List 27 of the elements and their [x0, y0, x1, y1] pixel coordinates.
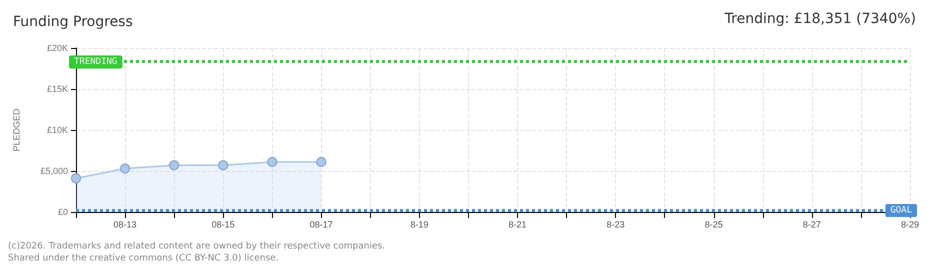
y-tick-label: £0: [58, 207, 68, 217]
y-tick-label: £10K: [46, 125, 68, 135]
text: Trending: £18,351 (7340%): [724, 11, 916, 27]
x-tick-label: 8-27: [802, 220, 821, 230]
x-tick-label: 8-19: [410, 220, 428, 230]
text: (c)2026. Trademarks and related content are owned by their respective companies.: [8, 242, 386, 252]
y-tick-label: £20K: [46, 43, 68, 53]
text: Shared under the creative commons (CC BY-NC 3.0) license.: [8, 254, 279, 264]
point: [267, 156, 278, 167]
point: [316, 156, 326, 167]
x-tick-label: 8-23: [606, 220, 625, 230]
x-tick-label: 08-13: [114, 220, 137, 230]
chart-title: Funding Progress: [13, 14, 133, 30]
point: [218, 160, 228, 170]
point: [71, 173, 81, 184]
x-tick-label: 8-25: [704, 220, 723, 230]
x-tick-label: 08-15: [212, 220, 235, 230]
y-tick-label: £15K: [46, 84, 68, 94]
y-axis-title: PLEDGED: [12, 108, 22, 152]
ref-line-label: TRENDING: [74, 57, 118, 68]
x-tick-label: 08-17: [310, 220, 333, 230]
x-tick-label: 8-29: [900, 220, 920, 230]
y-tick-label: £5,000: [40, 166, 68, 176]
ref-line-label: GOAL: [890, 205, 912, 216]
point: [169, 160, 180, 170]
x-tick-label: 8-21: [508, 220, 527, 230]
point: [120, 164, 130, 174]
